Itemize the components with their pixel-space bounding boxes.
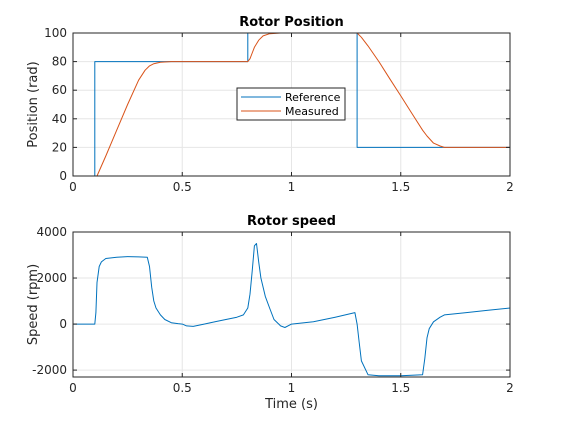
position-x-tick-label: 1 (288, 180, 296, 194)
legend-box (236, 87, 346, 121)
speed-x-tick-label: 0.5 (173, 381, 192, 395)
position-x-tick-label: 0 (69, 180, 77, 194)
position-x-tick-label: 0.5 (173, 180, 192, 194)
position-y-axis-label: Position (rad) (26, 61, 41, 147)
speed-y-tick-label: 4000 (36, 225, 67, 239)
position-chart-title: Rotor Position (239, 15, 344, 30)
speed-series (73, 243, 511, 377)
position-y-tick-label: 60 (52, 83, 67, 97)
position-series-reference-line (73, 32, 510, 177)
position-x-tick-label: 2 (506, 180, 514, 194)
speed-y-tick-label: 2000 (36, 271, 67, 285)
position-series-measured-line (73, 32, 510, 177)
speed-chart-title: Rotor speed (247, 214, 336, 229)
speed-series-speed-line (73, 243, 511, 377)
speed-x-tick-label: 2 (506, 381, 514, 395)
speed-x-tick-label: 1.5 (391, 381, 410, 395)
speed-x-tick-label: 1 (288, 381, 296, 395)
speed-x-tick-label: 0 (69, 381, 77, 395)
position-y-tick-label: 80 (52, 55, 67, 69)
position-series (73, 32, 510, 177)
position-x-tick-label: 1.5 (391, 180, 410, 194)
position-y-tick-label: 100 (44, 26, 67, 40)
legend-reference-label: Reference (285, 91, 341, 104)
speed-y-tick-label: -2000 (32, 363, 67, 377)
legend-measured-label: Measured (285, 105, 339, 118)
speed-x-axis-label: Time (s) (264, 397, 318, 412)
speed-y-tick-label: 0 (59, 317, 67, 331)
position-y-tick-label: 0 (59, 169, 67, 183)
position-y-tick-label: 40 (52, 112, 67, 126)
position-legend: Reference Measured (236, 87, 346, 121)
position-y-tick-label: 20 (52, 140, 67, 154)
speed-y-axis-label: Speed (rpm) (26, 264, 41, 345)
